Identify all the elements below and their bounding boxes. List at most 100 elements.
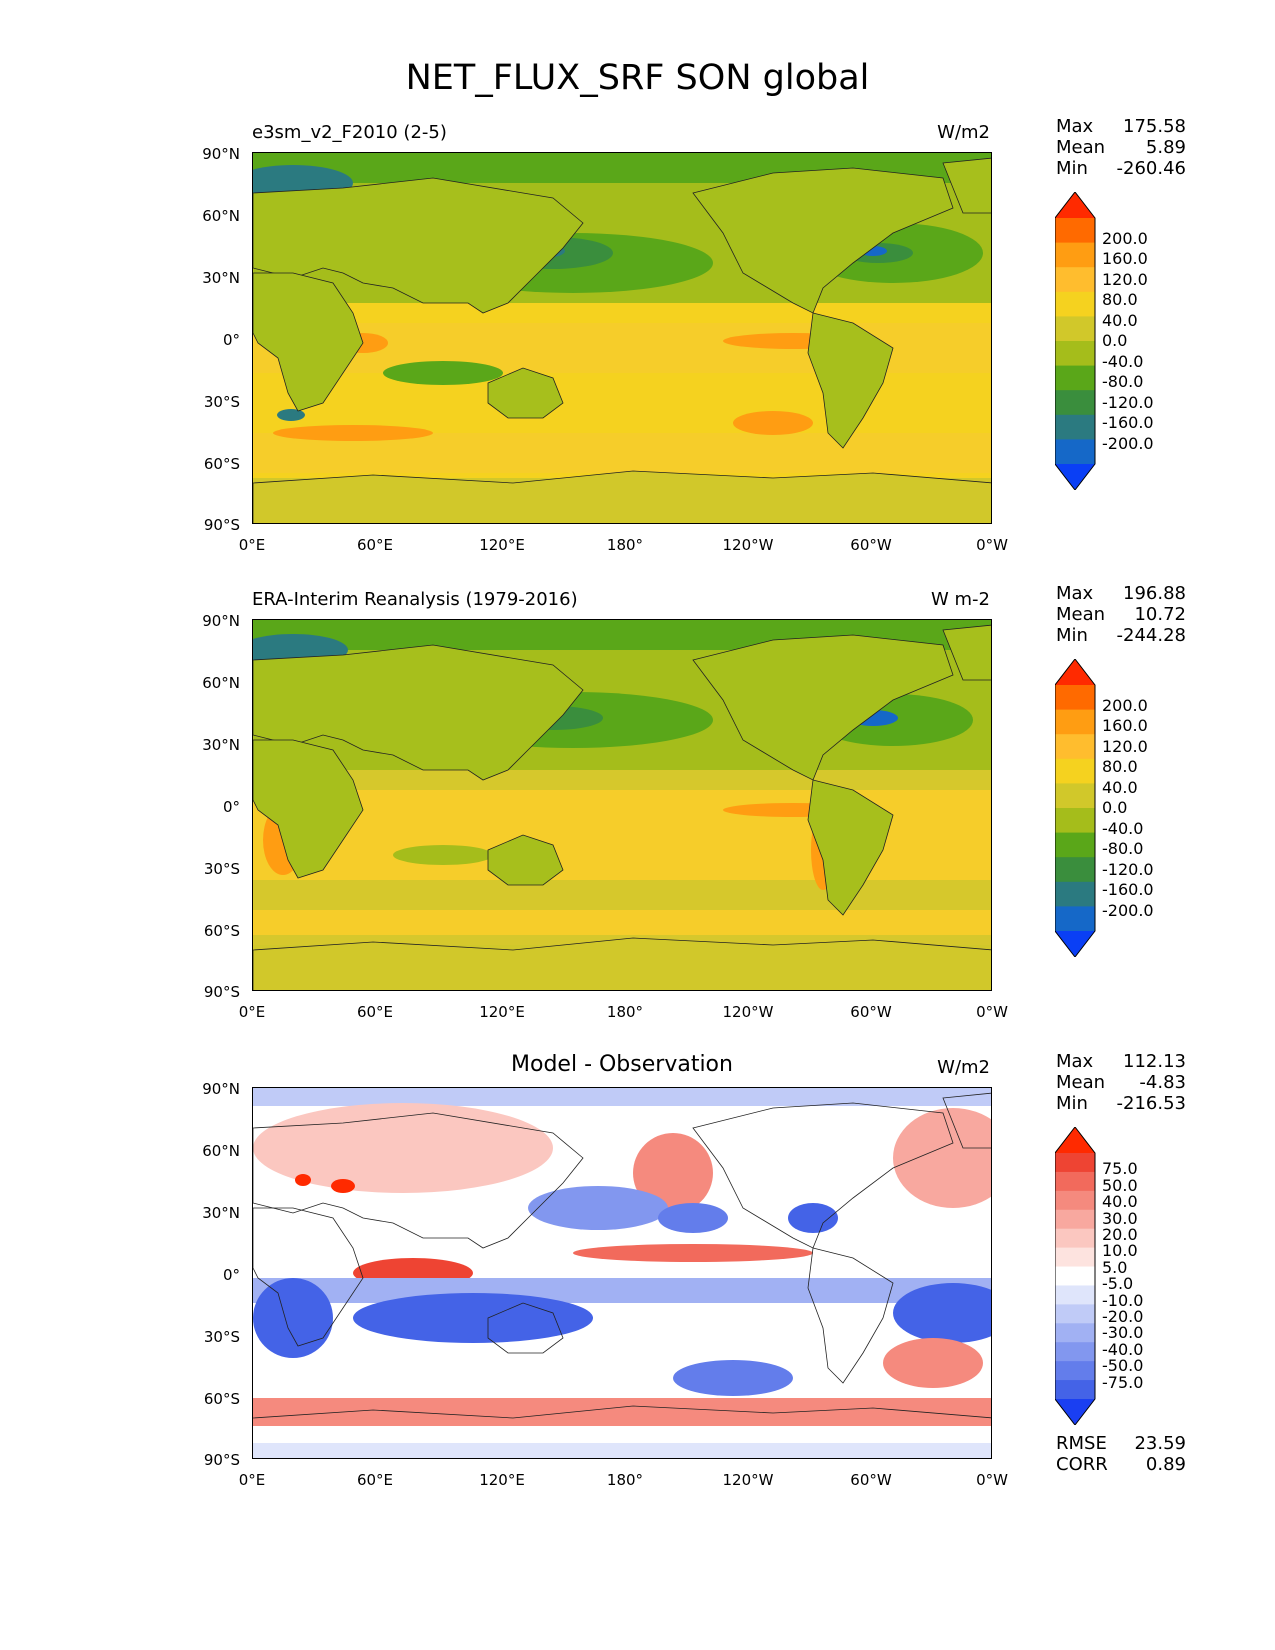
xtick-120e: 120°E xyxy=(479,536,525,554)
xtick-0e: 0°E xyxy=(238,536,266,554)
ytick-30n: 30°N xyxy=(202,1204,240,1222)
colorbar-bin xyxy=(1055,685,1095,711)
colorbar-diff-labels: 75.0 50.0 40.0 30.0 20.0 10.0 5.0 -5.0 -10.0 -20.… xyxy=(1102,1127,1182,1425)
colorbar-extend-bottom xyxy=(1055,931,1095,957)
ytick-60n: 60°N xyxy=(202,1142,240,1160)
colorbar-extend-top xyxy=(1055,1127,1095,1153)
colorbar-diff xyxy=(1055,1127,1096,1425)
colorbar-bin xyxy=(1055,341,1095,367)
colorbar-tick-label: 20.0 xyxy=(1102,1225,1138,1244)
colorbar-bin xyxy=(1055,808,1095,834)
colorbar-bin xyxy=(1055,316,1095,342)
colorbar-tick-label: -75.0 xyxy=(1102,1372,1144,1392)
ytick-0: 0° xyxy=(222,798,240,816)
colorbar-extend-top xyxy=(1055,192,1095,218)
ytick-60n: 60°N xyxy=(202,207,240,225)
stat-min-value: -216.53 xyxy=(1116,1093,1186,1114)
colorbar-tick-label: -10.0 xyxy=(1102,1290,1144,1310)
colorbar-bin xyxy=(1055,881,1095,907)
colorbar-tick-label: -200.0 xyxy=(1102,900,1154,920)
stat-max-label: Max xyxy=(1056,116,1094,137)
stat-min-value: -244.28 xyxy=(1116,625,1186,646)
colorbar-tick-label: 0.0 xyxy=(1102,798,1128,817)
corr-label: CORR xyxy=(1056,1454,1108,1475)
colorbar-bin xyxy=(1055,1285,1095,1305)
colorbar-bin xyxy=(1055,218,1095,244)
colorbar-extend-bottom xyxy=(1055,464,1095,490)
xtick-60e: 60°E xyxy=(356,1003,394,1021)
model-field-map xyxy=(253,153,991,523)
xtick-0e: 0°E xyxy=(238,1003,266,1021)
colorbar-tick-label: 200.0 xyxy=(1102,695,1148,715)
xtick-180: 180° xyxy=(606,1471,644,1489)
xtick-180: 180° xyxy=(606,1003,644,1021)
xtick-60e: 60°E xyxy=(356,536,394,554)
colorbar-bin xyxy=(1055,1153,1095,1173)
colorbar-tick-label: 75.0 xyxy=(1102,1159,1138,1179)
ytick-30s: 30°S xyxy=(203,1328,240,1346)
colorbar-bin xyxy=(1055,1342,1095,1362)
colorbar-bin xyxy=(1055,758,1095,784)
colorbar-tick-label: 50.0 xyxy=(1102,1175,1138,1195)
colorbar-bin xyxy=(1055,267,1095,293)
colorbar-bin xyxy=(1055,1209,1095,1230)
colorbar-bin xyxy=(1055,1247,1095,1268)
stat-mean-value: 10.72 xyxy=(1134,604,1186,625)
panel-obs-units: W m-2 xyxy=(930,589,990,610)
colorbar-bin xyxy=(1055,1304,1095,1324)
stat-max-value: 196.88 xyxy=(1123,583,1186,604)
xtick-120e: 120°E xyxy=(479,1471,525,1489)
ytick-60s: 60°S xyxy=(203,455,240,473)
colorbar-model-labels: 200.0 160.0 120.0 80.0 40.0 0.0 -40.0 -80.0 -120… xyxy=(1102,192,1182,490)
colorbar-bin xyxy=(1055,291,1095,317)
colorbar-bin xyxy=(1055,390,1095,416)
stat-mean-label: Mean xyxy=(1056,137,1106,158)
colorbar-bin xyxy=(1055,1228,1095,1249)
colorbar-outline xyxy=(1055,659,1096,957)
stat-min-label: Min xyxy=(1056,625,1088,646)
colorbar-tick-label: -5.0 xyxy=(1102,1274,1134,1294)
rmse-label: RMSE xyxy=(1056,1433,1107,1454)
colorbar-tick-label: 30.0 xyxy=(1102,1208,1138,1228)
ytick-30s: 30°S xyxy=(203,860,240,878)
colorbar-tick-label: 10.0 xyxy=(1102,1241,1138,1261)
panel-diff-map xyxy=(252,1087,992,1459)
panel-obs-colorbar xyxy=(1055,659,1100,957)
stat-mean-value: -4.83 xyxy=(1139,1072,1186,1093)
colorbar-tick-label: -80.0 xyxy=(1102,372,1144,391)
ytick-60s: 60°S xyxy=(203,922,240,940)
panel-diff-metrics: RMSE 23.59 CORR 0.89 xyxy=(1056,1433,1186,1475)
colorbar-bin xyxy=(1055,365,1095,391)
ytick-90s: 90°S xyxy=(203,516,240,534)
xtick-120e: 120°E xyxy=(479,1003,525,1021)
stat-min-label: Min xyxy=(1056,1093,1088,1114)
colorbar-obs-labels: 200.0 160.0 120.0 80.0 40.0 0.0 -40.0 -80.0 -120… xyxy=(1102,659,1182,957)
ytick-60s: 60°S xyxy=(203,1390,240,1408)
colorbar-bin xyxy=(1055,1361,1095,1381)
rmse-value: 23.59 xyxy=(1134,1433,1186,1454)
panel-model-stats: Max 175.58 Mean 5.89 Min -260.46 xyxy=(1056,116,1186,179)
panel-model-map xyxy=(252,152,992,524)
stat-mean-value: 5.89 xyxy=(1145,137,1186,158)
ytick-30n: 30°N xyxy=(202,269,240,287)
colorbar-model xyxy=(1055,192,1096,490)
colorbar-tick-label: 0.0 xyxy=(1102,331,1128,350)
colorbar-tick-label: -40.0 xyxy=(1102,1339,1144,1359)
stat-max-label: Max xyxy=(1056,1051,1094,1072)
ytick-90n: 90°N xyxy=(202,612,240,630)
colorbar-obs xyxy=(1055,659,1096,957)
colorbar-tick-label: 40.0 xyxy=(1102,1192,1138,1212)
diff-field-map xyxy=(253,1088,991,1458)
ytick-90n: 90°N xyxy=(202,145,240,163)
colorbar-tick-label: 80.0 xyxy=(1102,757,1138,776)
colorbar-bin xyxy=(1055,857,1095,883)
colorbar-tick-label: 40.0 xyxy=(1102,310,1138,330)
colorbar-extend-bottom xyxy=(1055,1399,1095,1425)
colorbar-outline xyxy=(1055,1127,1096,1425)
colorbar-tick-label: -120.0 xyxy=(1102,392,1154,412)
colorbar-bin xyxy=(1055,1171,1095,1192)
colorbar-tick-label: 80.0 xyxy=(1102,290,1138,309)
colorbar-bin xyxy=(1055,439,1095,465)
ytick-30n: 30°N xyxy=(202,736,240,754)
colorbar-bin xyxy=(1055,906,1095,932)
